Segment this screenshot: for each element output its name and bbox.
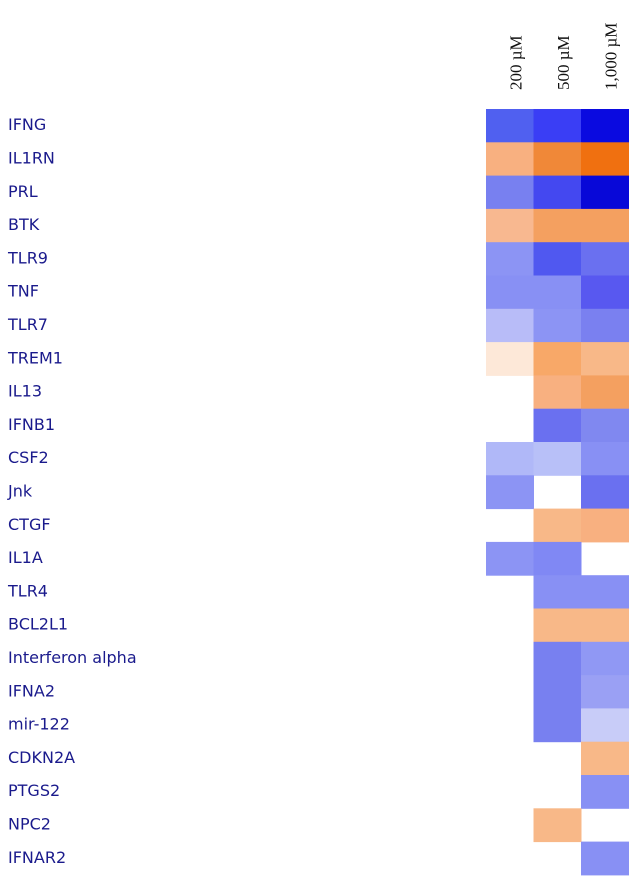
heatmap-cell [533, 242, 582, 276]
heatmap-cell [533, 208, 582, 243]
heatmap-cell [533, 275, 582, 310]
heatmap-cell [486, 208, 534, 243]
heatmap-cell [581, 242, 629, 276]
heatmap-cell [581, 408, 629, 443]
heatmap-cell [533, 708, 582, 743]
heatmap-cell [581, 508, 629, 543]
heatmap-cell [533, 408, 582, 443]
heatmap-cell [581, 442, 629, 476]
row-label: Interferon alpha [8, 648, 137, 667]
heatmap-cell [581, 208, 629, 243]
row-label: PTGS2 [8, 781, 60, 800]
heatmap-cell [581, 675, 629, 709]
heatmap-cell [581, 841, 629, 876]
row-label: TLR7 [7, 315, 48, 334]
heatmap-cell [581, 775, 629, 809]
row-label: IFNAR2 [8, 848, 66, 867]
row-label: BTK [8, 215, 40, 234]
heatmap-cell [533, 675, 582, 709]
heatmap-cell [581, 641, 629, 676]
heatmap-cell [533, 608, 582, 643]
row-label: TNF [7, 282, 39, 301]
heatmap-cell [533, 342, 582, 376]
heatmap-cell [581, 342, 629, 376]
row-label: mir-122 [8, 715, 70, 734]
row-label: IL1A [8, 548, 43, 567]
row-label: IFNA2 [8, 681, 55, 700]
row-label: TREM1 [7, 348, 63, 367]
row-label: CDKN2A [8, 748, 75, 767]
row-label: IL1RN [8, 148, 55, 167]
heatmap-cell [486, 475, 534, 510]
row-label: BCL2L1 [8, 615, 68, 634]
heatmap-cell [533, 175, 582, 210]
heatmap-cell [581, 308, 629, 343]
row-label: IL13 [8, 382, 42, 401]
heatmap-cell [581, 475, 629, 510]
heatmap-cell [533, 641, 582, 676]
row-label: NPC2 [8, 814, 51, 833]
column-label: 200 µM [507, 35, 526, 90]
heatmap-cell [581, 109, 629, 143]
heatmap-cell [486, 541, 534, 576]
heatmap-cell [533, 541, 582, 576]
heatmap-cell [486, 275, 534, 310]
heatmap-cell [581, 142, 629, 177]
heatmap-cell [486, 109, 534, 143]
column-label: 500 µM [554, 35, 573, 90]
heatmap-cell [486, 242, 534, 276]
row-label: TLR4 [7, 581, 48, 600]
row-label: IFNG [8, 115, 46, 134]
heatmap-cell [533, 442, 582, 476]
heatmap-cell [581, 741, 629, 776]
heatmap-cell [533, 508, 582, 543]
row-label: IFNB1 [8, 415, 55, 434]
heatmap-cell [581, 575, 629, 609]
heatmap-cell [581, 175, 629, 210]
heatmap-cell [533, 575, 582, 609]
heatmap-cell [486, 308, 534, 343]
heatmap-cell [533, 308, 582, 343]
row-label: CTGF [8, 515, 51, 534]
heatmap-cell [486, 175, 534, 210]
heatmap-cell [581, 375, 629, 410]
row-label: CSF2 [8, 448, 49, 467]
heatmap-cell [486, 342, 534, 376]
heatmap-cell [533, 142, 582, 177]
heatmap-cell [533, 375, 582, 410]
heatmap-cell [581, 275, 629, 310]
heatmap-cell [533, 808, 582, 843]
row-label: TLR9 [7, 248, 48, 267]
column-label: 1,000 µM [602, 23, 621, 90]
heatmap-cell [581, 608, 629, 643]
heatmap-cell [486, 142, 534, 177]
row-label: Jnk [7, 481, 33, 500]
row-label: PRL [8, 182, 38, 201]
heatmap-cell [486, 442, 534, 476]
heatmap-cell [533, 109, 582, 143]
heatmap-cell [581, 708, 629, 743]
